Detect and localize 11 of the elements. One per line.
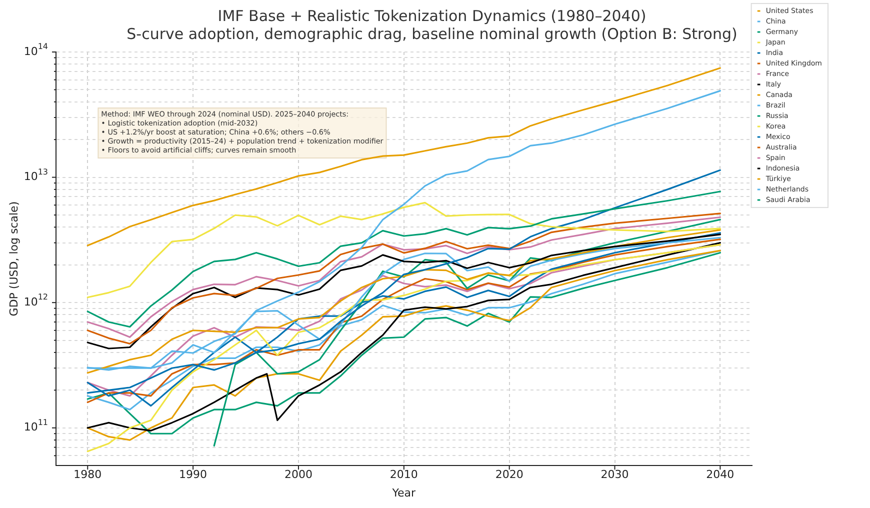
x-tick-label: 2030 xyxy=(600,468,629,482)
x-axis-title: Year xyxy=(391,486,416,500)
y-axis-title: GDP (USD, log scale) xyxy=(7,201,20,316)
chart-title: IMF Base + Realistic Tokenization Dynamics (1980–2040) xyxy=(218,6,646,25)
x-tick-label: 2010 xyxy=(390,468,418,482)
x-tick-label: 1980 xyxy=(74,468,102,482)
x-tick-label: 2040 xyxy=(706,468,734,482)
x-tick-label: 1990 xyxy=(179,468,208,482)
chart-subtitle: S-curve adoption, demographic drag, baseline nominal growth (Option B: Strong) xyxy=(126,24,738,43)
x-tick-label: 2020 xyxy=(495,468,524,482)
x-tick-label: 2000 xyxy=(284,468,312,482)
